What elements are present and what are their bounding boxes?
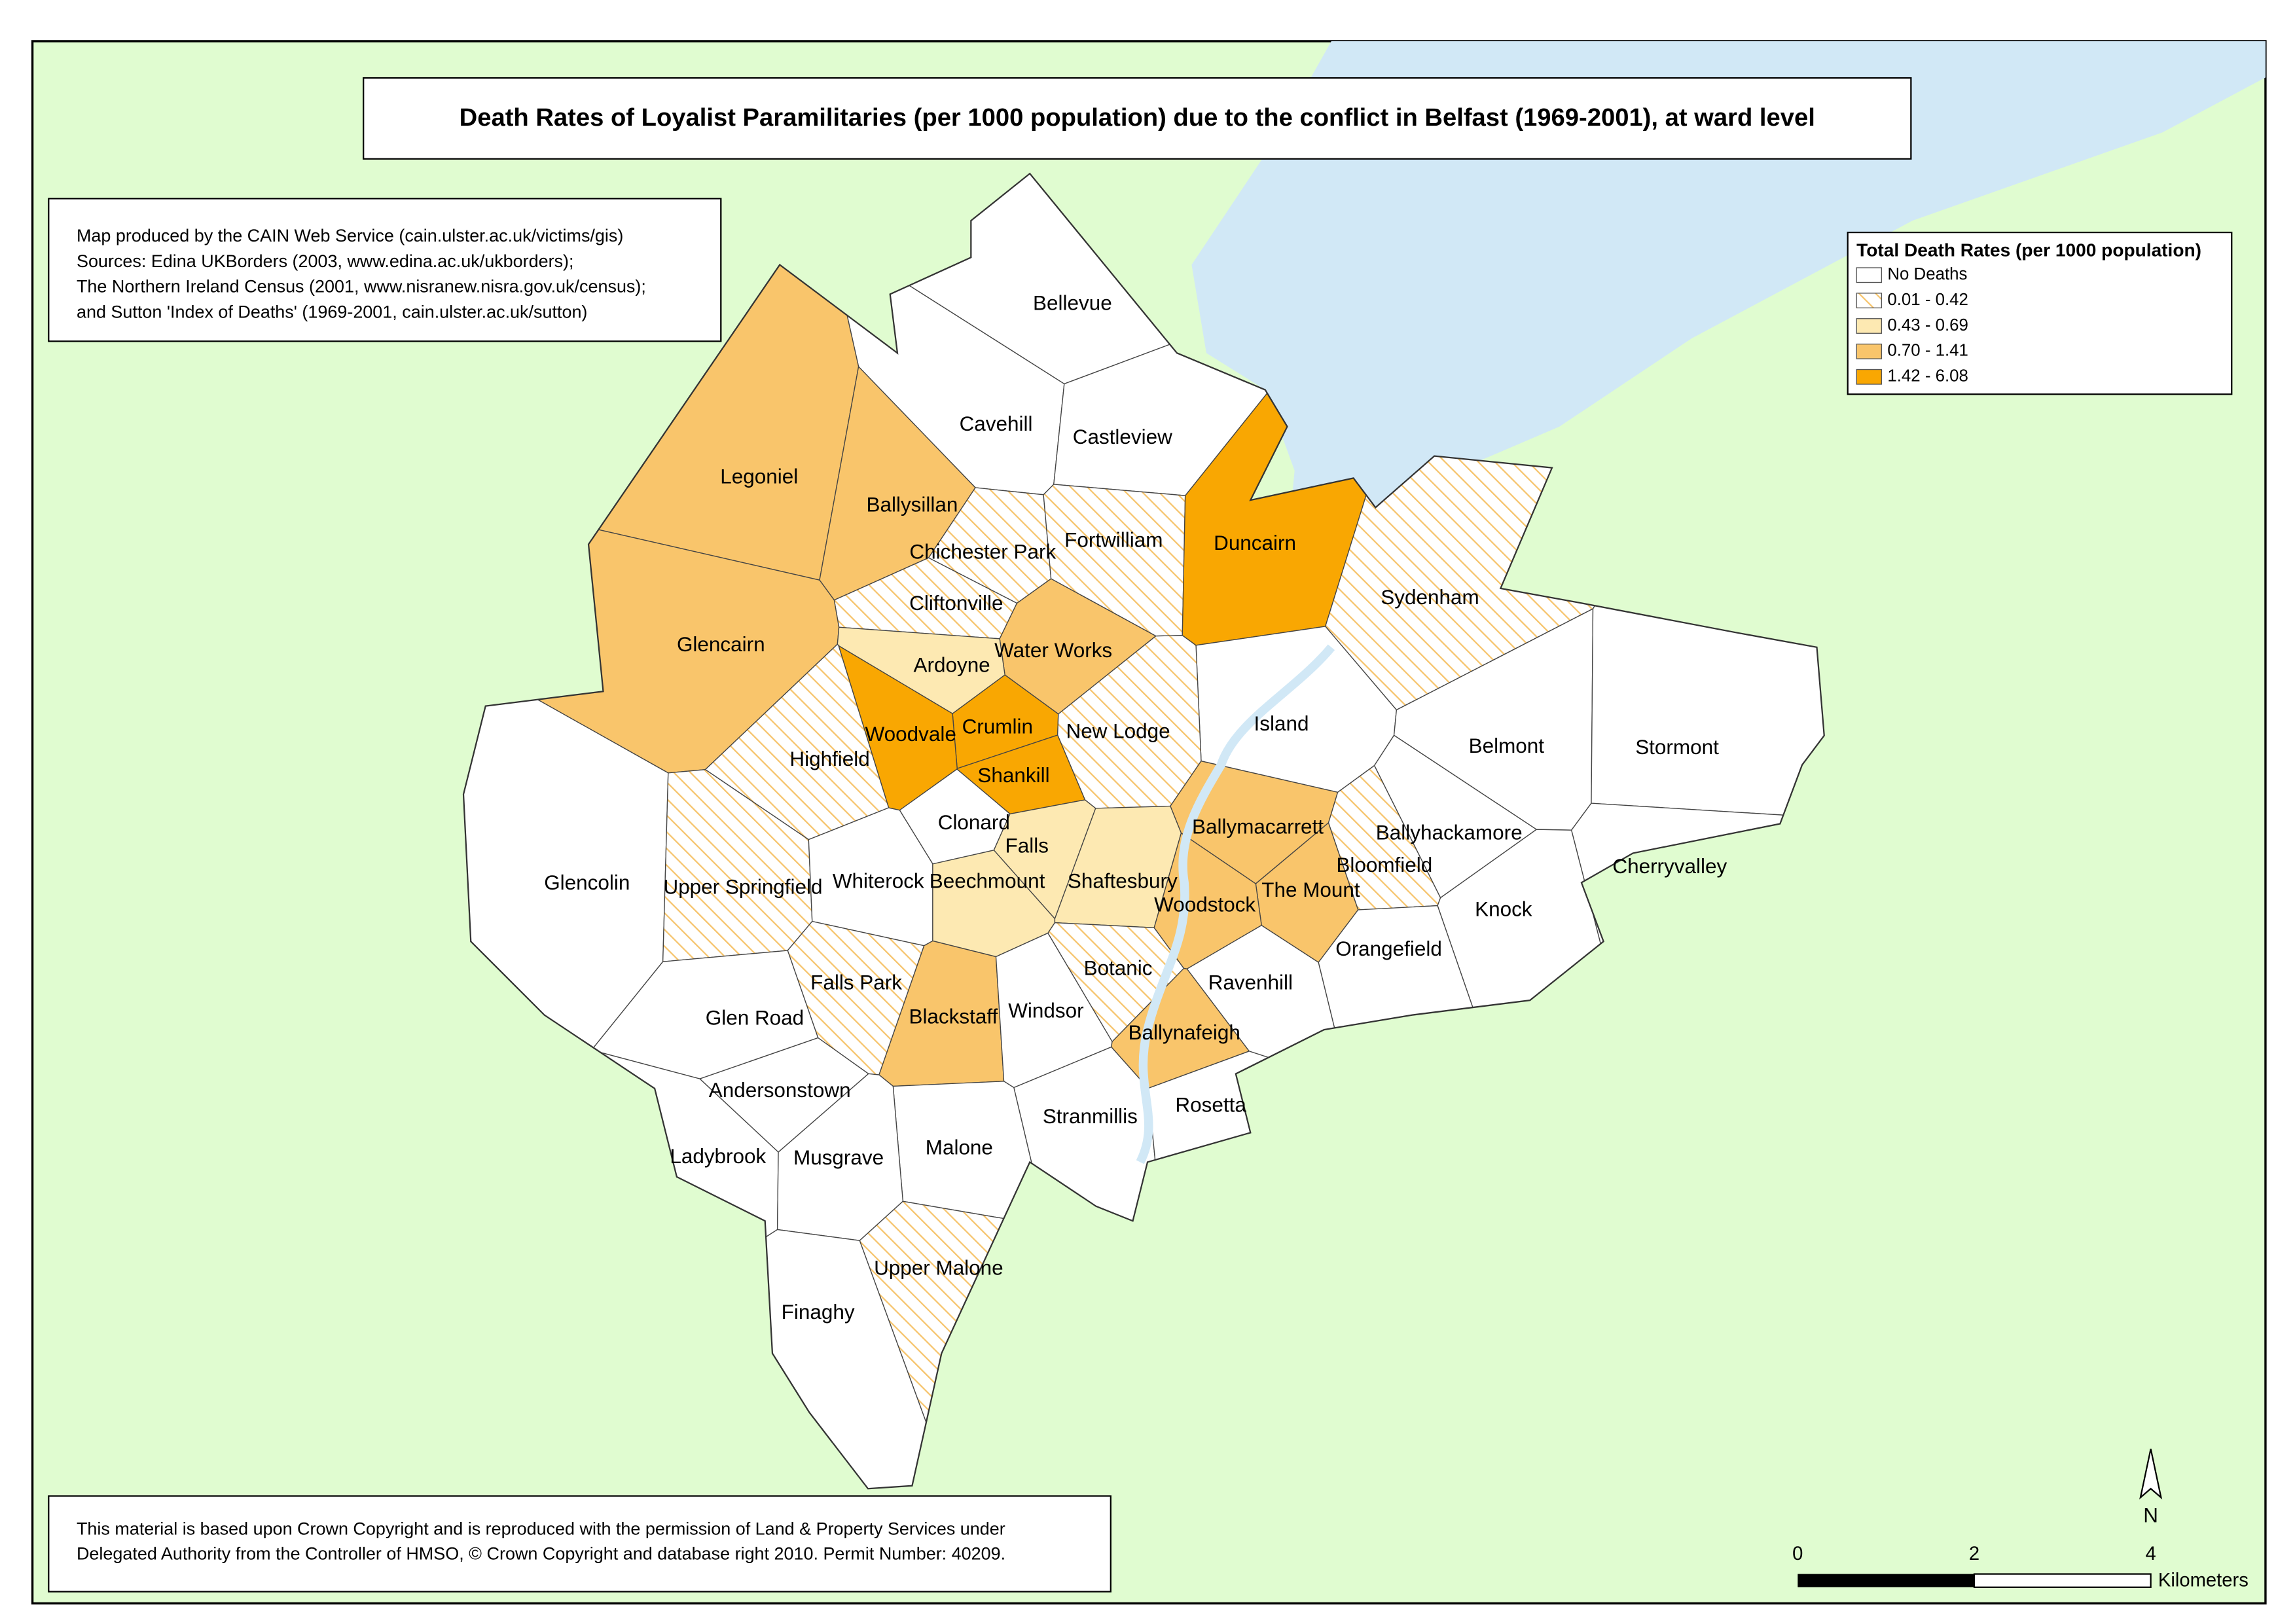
ward-label: Shankill — [977, 764, 1049, 787]
legend-box — [1847, 231, 2233, 395]
source-line: The Northern Ireland Census (2001, www.n… — [77, 277, 646, 297]
ward-label: Knock — [1475, 897, 1532, 920]
ward-label: Cherryvalley — [1612, 855, 1727, 878]
ward-label: Andersonstown — [709, 1079, 851, 1102]
ward-label: Glencolin — [544, 871, 630, 894]
ward-label: Finaghy — [782, 1301, 855, 1324]
ward-label: Whiterock — [833, 870, 924, 893]
ward-label: Cliftonville — [909, 592, 1003, 615]
source-line: Map produced by the CAIN Web Service (ca… — [77, 226, 623, 245]
scale-tick-label: 0 — [1792, 1543, 1803, 1564]
ward-label: Highfield — [789, 748, 869, 770]
ward-label: Chichester Park — [909, 540, 1056, 563]
north-label: N — [2143, 1504, 2158, 1526]
copyright-line: This material is based upon Crown Copyri… — [77, 1519, 1005, 1538]
ward-label: Bloomfield — [1336, 854, 1432, 876]
ward-label: Woodstock — [1154, 893, 1256, 916]
river — [1136, 644, 1335, 1164]
ward-label: Upper Malone — [874, 1257, 1003, 1280]
ward-label: Water Works — [994, 639, 1112, 662]
ward-label: Ladybrook — [670, 1145, 766, 1168]
ward-label: Castleview — [1073, 425, 1172, 448]
ward-label: Windsor — [1008, 999, 1083, 1022]
scale-bar: Kilometers 0 2 4 — [1792, 1543, 2249, 1591]
ward-label: Falls — [1005, 835, 1049, 857]
ward-label: Legoniel — [720, 465, 798, 488]
source-line: and Sutton 'Index of Deaths' (1969-2001,… — [77, 302, 587, 322]
legend-swatch — [1856, 318, 1883, 334]
source-box — [48, 198, 722, 342]
ward-label: Stormont — [1635, 736, 1719, 759]
ward-label: Shaftesbury — [1068, 870, 1178, 893]
ward-label: Ballynafeigh — [1128, 1021, 1240, 1044]
ward-label: Upper Springfield — [663, 876, 822, 899]
ward-label: Clonard — [938, 811, 1010, 834]
ward-label: Ballysillan — [867, 493, 958, 516]
ward-label: Blackstaff — [909, 1005, 998, 1028]
legend-label: 0.01 - 0.42 — [1887, 291, 1968, 309]
title: Death Rates of Loyalist Paramilitaries (… — [460, 103, 1815, 132]
scale-segment — [1973, 1573, 2152, 1588]
source-note: Map produced by the CAIN Web Service (ca… — [77, 226, 646, 322]
ward-label: Crumlin — [962, 715, 1033, 738]
north-arrow-shape — [2139, 1449, 2163, 1500]
ward-label: Ravenhill — [1208, 971, 1293, 994]
legend-label: 0.43 - 0.69 — [1887, 316, 1968, 334]
ward-label: Sydenham — [1381, 586, 1479, 609]
legend-swatch — [1856, 369, 1883, 385]
ward-labels: Bellevue Cavehill Castleview Legoniel Ballys… — [544, 291, 1727, 1324]
ward-label: Glen Road — [706, 1007, 804, 1030]
legend: No Deaths 0.01 - 0.42 0.43 - 0.69 0.70 - 1.… — [1856, 265, 1968, 386]
scale-tick-label: 4 — [2146, 1543, 2156, 1564]
ward-label: Bellevue — [1033, 291, 1112, 314]
ward-label: Falls Park — [810, 971, 902, 994]
ward-label: New Lodge — [1066, 719, 1170, 742]
sea — [1191, 41, 2266, 706]
title-box — [363, 77, 1912, 160]
legend-swatch — [1856, 267, 1883, 283]
ward-label: Belmont — [1469, 734, 1545, 757]
ward-label: Cavehill — [960, 412, 1033, 435]
scale-unit: Kilometers — [2158, 1570, 2249, 1591]
source-line: Sources: Edina UKBorders (2003, www.edin… — [77, 251, 574, 271]
legend-label: No Deaths — [1887, 265, 1967, 283]
ward-label: Ardoyne — [914, 653, 990, 676]
ward-label: Glencairn — [677, 633, 765, 656]
legend-label: 1.42 - 6.08 — [1887, 367, 1968, 386]
ward-label: Island — [1254, 712, 1309, 735]
legend-title: Total Death Rates (per 1000 population) — [1856, 240, 2201, 261]
ward-label: Botanic — [1084, 956, 1153, 979]
scale-segment — [1798, 1574, 1974, 1587]
ward-label: Musgrave — [793, 1146, 884, 1169]
copyright: This material is based upon Crown Copyri… — [77, 1519, 1005, 1563]
legend-swatch — [1856, 293, 1883, 309]
ward-label: Rosetta — [1175, 1093, 1246, 1116]
copyright-box — [48, 1495, 1111, 1593]
legend-swatch — [1856, 343, 1883, 359]
ward-label: Beechmount — [930, 870, 1045, 893]
copyright-line: Delegated Authority from the Controller … — [77, 1544, 1005, 1564]
ward-label: The Mount — [1261, 878, 1360, 901]
ward-label: Malone — [926, 1136, 993, 1159]
ward-label: Orangefield — [1335, 937, 1442, 960]
ward-label: Ballymacarrett — [1192, 816, 1324, 839]
north-arrow: N — [2139, 1449, 2163, 1526]
ward-label: Stranmillis — [1043, 1105, 1138, 1128]
legend-label: 0.70 - 1.41 — [1887, 342, 1968, 360]
ward-label: Duncairn — [1214, 532, 1296, 554]
ward-label: Ballyhackamore — [1376, 821, 1523, 844]
scale-tick-label: 2 — [1969, 1543, 1979, 1564]
ward-label: Fortwilliam — [1064, 528, 1163, 551]
ward-label: Woodvale — [865, 723, 956, 746]
